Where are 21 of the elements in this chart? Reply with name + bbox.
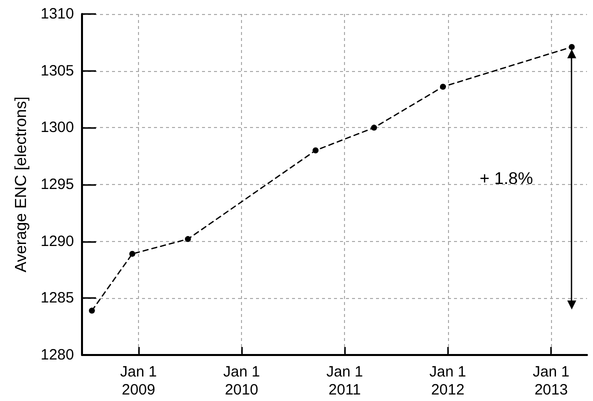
- y-axis-title: Average ENC [electrons]: [13, 96, 30, 272]
- point: [371, 124, 378, 131]
- point: [568, 44, 575, 50]
- x-tick-label: Jan 1 2010: [223, 364, 260, 398]
- x-tick-label: Jan 1 2011: [326, 364, 364, 398]
- y-tick-label: 1280: [40, 346, 74, 364]
- point: [88, 308, 95, 314]
- x-tick-label: Jan 1 2009: [120, 364, 157, 398]
- y-tick-label: 1310: [40, 6, 74, 22]
- y-tick-label: 1290: [40, 232, 74, 250]
- y-tick-label: 1295: [40, 176, 74, 193]
- y-tick-label: 1305: [40, 62, 74, 80]
- y-tick-label: 1300: [40, 119, 74, 136]
- point: [440, 84, 446, 90]
- point: [184, 236, 191, 242]
- point: [312, 147, 319, 154]
- x-tick-label: Jan 1 2012: [429, 364, 466, 398]
- y-tick-label: 1285: [40, 290, 74, 307]
- x-tick-label: Jan 1 2013: [532, 364, 570, 398]
- annotation: + 1.8%: [480, 169, 534, 188]
- point: [129, 250, 136, 257]
